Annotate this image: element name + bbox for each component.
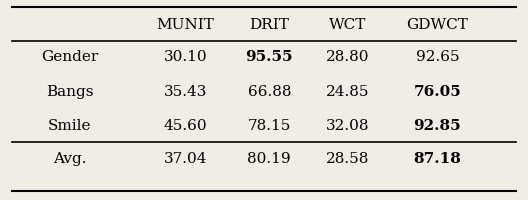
Text: 35.43: 35.43	[164, 85, 207, 99]
Text: GDWCT: GDWCT	[407, 18, 468, 32]
Text: Gender: Gender	[41, 50, 98, 64]
Text: 24.85: 24.85	[326, 85, 370, 99]
Text: 37.04: 37.04	[164, 152, 207, 166]
Text: 28.58: 28.58	[326, 152, 370, 166]
Text: 78.15: 78.15	[248, 119, 291, 133]
Text: 76.05: 76.05	[413, 85, 461, 99]
Text: 30.10: 30.10	[163, 50, 207, 64]
Text: 80.19: 80.19	[248, 152, 291, 166]
Text: 95.55: 95.55	[246, 50, 293, 64]
Text: 92.85: 92.85	[413, 119, 461, 133]
Text: WCT: WCT	[329, 18, 367, 32]
Text: 45.60: 45.60	[163, 119, 207, 133]
Text: Bangs: Bangs	[46, 85, 93, 99]
Text: 32.08: 32.08	[326, 119, 370, 133]
Text: 28.80: 28.80	[326, 50, 370, 64]
Text: 87.18: 87.18	[413, 152, 461, 166]
Text: Avg.: Avg.	[53, 152, 87, 166]
Text: Smile: Smile	[48, 119, 91, 133]
Text: 66.88: 66.88	[248, 85, 291, 99]
Text: DRIT: DRIT	[249, 18, 289, 32]
Text: MUNIT: MUNIT	[156, 18, 214, 32]
Text: 92.65: 92.65	[416, 50, 459, 64]
